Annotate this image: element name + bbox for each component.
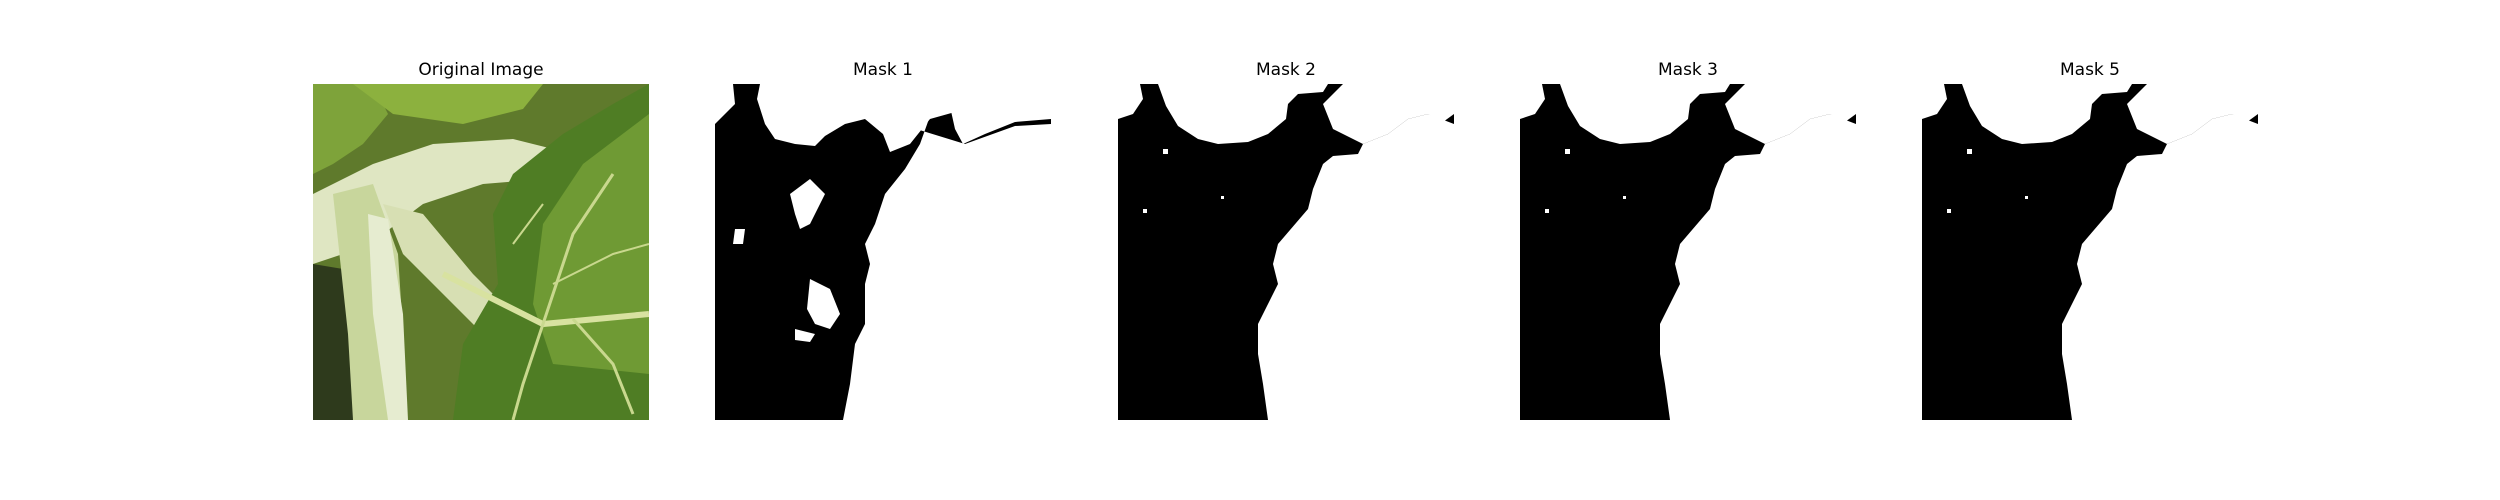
mask-3-image: [1520, 84, 1856, 420]
panel-title: Original Image: [418, 60, 544, 80]
original-image-panel: Original Image: [313, 0, 649, 500]
original-image: [313, 84, 649, 420]
panel-title: Mask 3: [1657, 60, 1718, 80]
mask-5-image: [1922, 84, 2258, 420]
mask-5-panel: Mask 5: [1922, 0, 2258, 500]
mask-3-panel: Mask 3: [1520, 0, 1856, 500]
panel-title: Mask 2: [1255, 60, 1316, 80]
mask-2-image: [1118, 84, 1454, 420]
mask-1-panel: Mask 1: [715, 0, 1051, 500]
panel-title: Mask 5: [2059, 60, 2120, 80]
mask-1-image: [715, 84, 1051, 420]
mask-2-panel: Mask 2: [1118, 0, 1454, 500]
panel-title: Mask 1: [852, 60, 913, 80]
